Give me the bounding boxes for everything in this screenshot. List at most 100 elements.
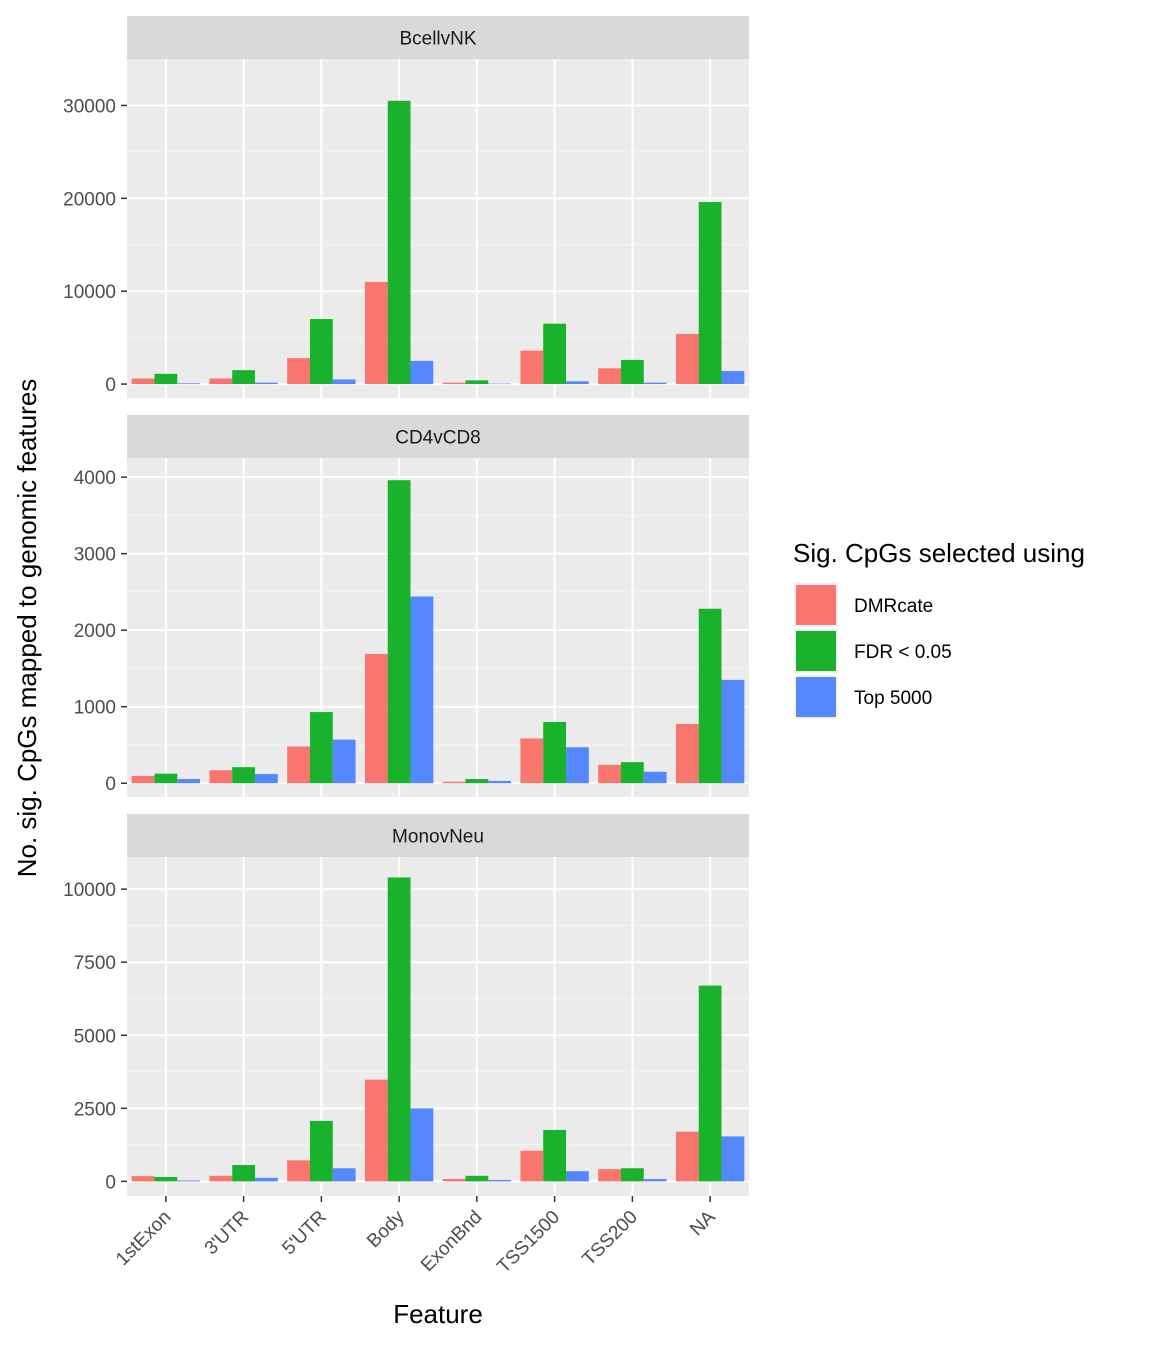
x-tick-label: Body (363, 1206, 409, 1252)
y-tick-label: 3000 (74, 545, 116, 566)
bar-fdr-0-05 (543, 324, 566, 384)
bar-dmrcate (365, 1080, 388, 1182)
bar-dmrcate (209, 1176, 232, 1182)
bar-dmrcate (132, 1176, 155, 1181)
y-tick-label: 7500 (74, 953, 116, 974)
bar-fdr-0-05 (232, 370, 255, 384)
bar-top-5000 (644, 772, 667, 783)
x-tick-label: 3'UTR (201, 1207, 254, 1260)
bar-dmrcate (520, 738, 543, 783)
bar-top-5000 (333, 1168, 356, 1181)
bar-top-5000 (333, 379, 356, 384)
bar-fdr-0-05 (310, 1121, 333, 1181)
plot-background (127, 59, 749, 398)
bar-dmrcate (598, 1169, 621, 1181)
x-tick-label: 5'UTR (278, 1207, 331, 1260)
bar-top-5000 (255, 383, 278, 384)
y-tick-label: 1000 (74, 698, 116, 719)
bar-dmrcate (287, 358, 310, 384)
bar-dmrcate (443, 782, 466, 784)
bar-fdr-0-05 (154, 374, 177, 384)
bar-dmrcate (676, 724, 699, 783)
bar-top-5000 (566, 1171, 589, 1181)
panels-layer: BcellvNK0100002000030000CD4vCD8010002000… (63, 16, 749, 1196)
bar-fdr-0-05 (232, 1165, 255, 1181)
bar-top-5000 (722, 371, 745, 384)
y-tick-label: 4000 (74, 468, 116, 489)
bar-top-5000 (488, 781, 511, 783)
bar-top-5000 (722, 680, 745, 783)
bar-fdr-0-05 (310, 319, 333, 384)
bar-top-5000 (722, 1136, 745, 1181)
bar-fdr-0-05 (465, 1176, 488, 1182)
bar-top-5000 (255, 1178, 278, 1182)
bar-dmrcate (287, 1160, 310, 1181)
plot-background (127, 458, 749, 797)
facet-strip-label: MonovNeu (392, 827, 484, 848)
bar-fdr-0-05 (465, 380, 488, 384)
bar-fdr-0-05 (621, 1168, 644, 1181)
bar-fdr-0-05 (154, 1177, 177, 1181)
y-tick-label: 2000 (74, 621, 116, 642)
y-tick-label: 5000 (74, 1026, 116, 1047)
bar-dmrcate (132, 378, 155, 384)
facet-panel-2: MonovNeu 0 2500 5000 7500 10000 (63, 814, 749, 1196)
facet-strip-label: CD4vCD8 (395, 428, 481, 449)
bar-top-5000 (333, 740, 356, 784)
bar-dmrcate (676, 1132, 699, 1182)
x-tick-label: ExonBnd (417, 1207, 486, 1276)
bar-dmrcate (443, 383, 466, 384)
bar-top-5000 (255, 774, 278, 783)
legend-swatch (796, 585, 836, 625)
bar-fdr-0-05 (310, 712, 333, 783)
legend-swatch (796, 631, 836, 671)
bar-dmrcate (598, 368, 621, 384)
y-tick-label: 10000 (63, 880, 116, 901)
x-tick-label: TSS200 (579, 1207, 642, 1270)
bar-fdr-0-05 (388, 101, 411, 384)
x-tick-label: TSS1500 (493, 1207, 564, 1278)
bar-top-5000 (566, 381, 589, 384)
y-tick-label: 0 (105, 375, 116, 396)
bar-top-5000 (177, 779, 200, 783)
bar-fdr-0-05 (621, 360, 644, 384)
facet-strip-label: BcellvNK (399, 29, 476, 50)
bar-fdr-0-05 (465, 779, 488, 783)
legend-label: FDR < 0.05 (854, 642, 952, 663)
bar-fdr-0-05 (388, 877, 411, 1181)
bar-fdr-0-05 (699, 609, 722, 783)
bar-fdr-0-05 (543, 1130, 566, 1181)
y-tick-label: 0 (105, 774, 116, 795)
bar-fdr-0-05 (621, 762, 644, 783)
bar-dmrcate (287, 746, 310, 783)
facet-panel-0: BcellvNK 0 10000 20000 30000 (63, 16, 749, 398)
y-tick-label: 2500 (74, 1099, 116, 1120)
y-axis-title: No. sig. CpGs mapped to genomic features (12, 379, 42, 878)
bar-dmrcate (598, 765, 621, 783)
bar-dmrcate (365, 654, 388, 783)
bar-top-5000 (177, 1181, 200, 1182)
y-tick-label: 30000 (63, 96, 116, 117)
bar-dmrcate (520, 1151, 543, 1182)
bar-fdr-0-05 (154, 774, 177, 784)
bar-fdr-0-05 (699, 202, 722, 384)
bar-top-5000 (644, 383, 667, 384)
y-tick-label: 20000 (63, 189, 116, 210)
y-tick-label: 10000 (63, 282, 116, 303)
bar-fdr-0-05 (543, 722, 566, 783)
bar-dmrcate (520, 351, 543, 384)
y-tick-label: 0 (105, 1172, 116, 1193)
bar-dmrcate (443, 1179, 466, 1181)
legend-label: Top 5000 (854, 688, 932, 709)
legend-swatch (796, 677, 836, 717)
bar-top-5000 (177, 383, 200, 384)
legend-label: DMRcate (854, 596, 933, 617)
bar-top-5000 (644, 1179, 667, 1181)
bar-fdr-0-05 (388, 480, 411, 783)
bar-fdr-0-05 (232, 767, 255, 783)
bar-dmrcate (676, 334, 699, 384)
bar-top-5000 (411, 597, 434, 784)
